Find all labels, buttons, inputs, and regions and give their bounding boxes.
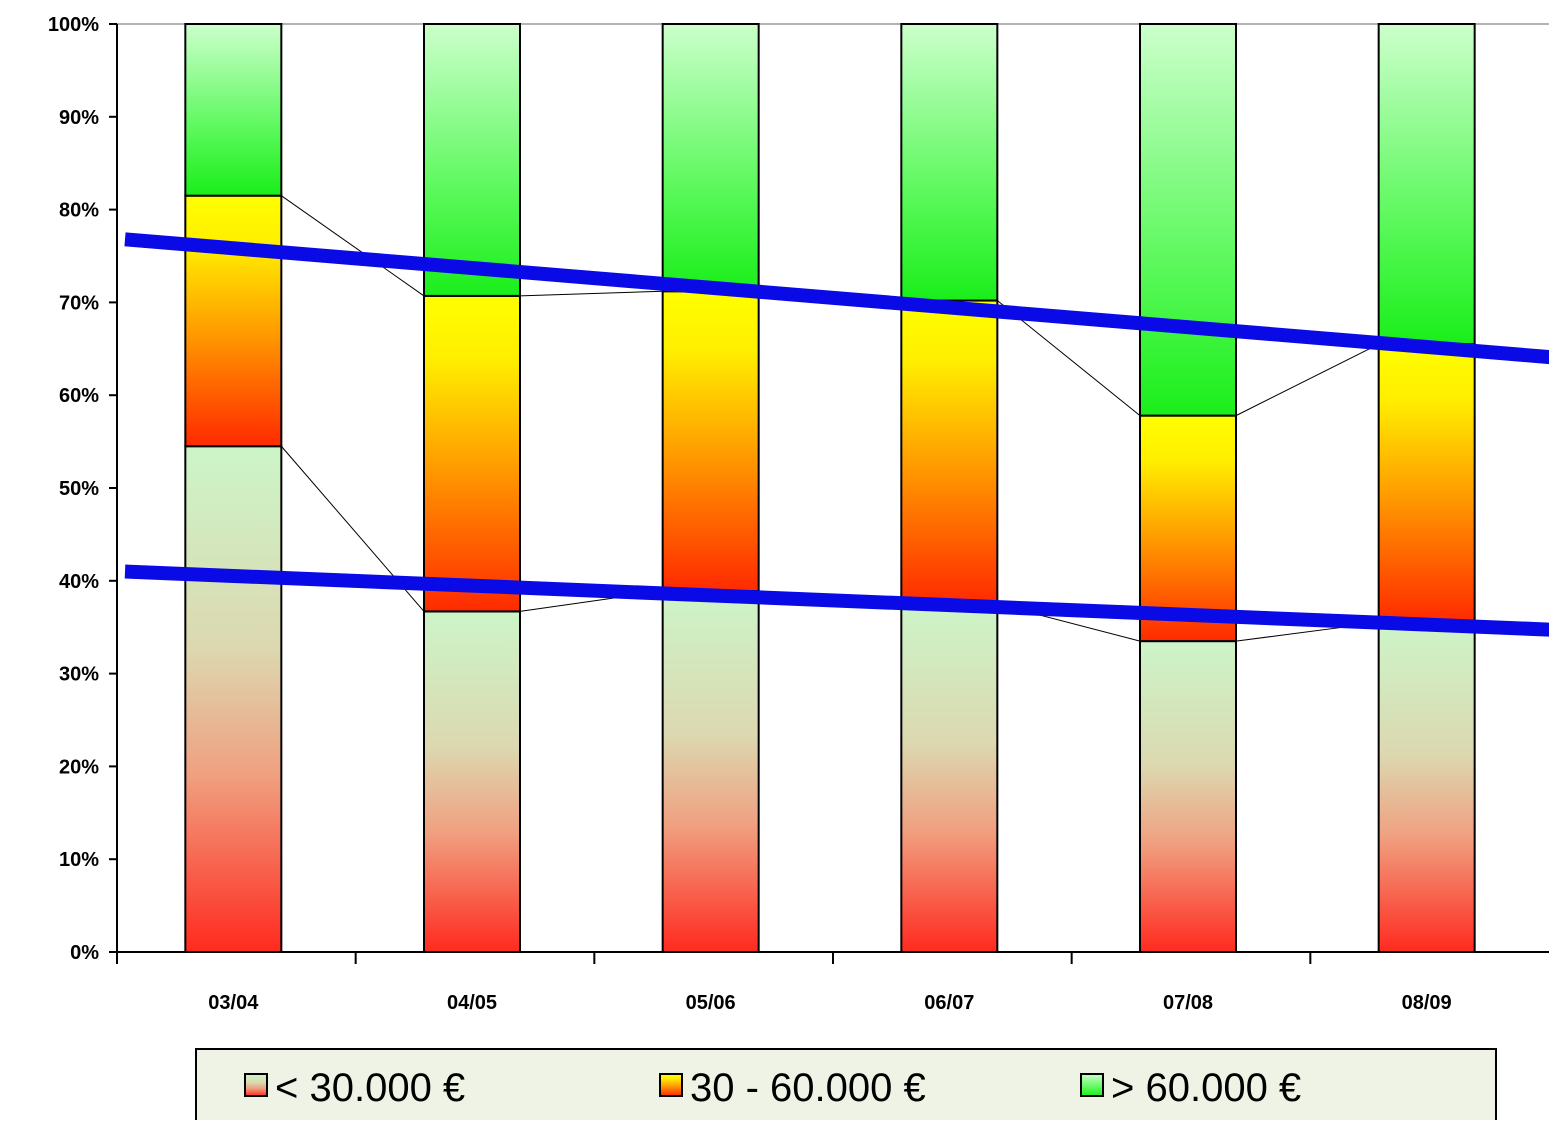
y-tick-label: 90% <box>59 107 99 129</box>
legend-swatch <box>244 1073 268 1097</box>
series-connector-line <box>519 290 663 297</box>
bar-segment <box>1377 23 1476 346</box>
legend-label: 30 - 60.000 € <box>690 1066 926 1110</box>
y-tick-label: 40% <box>59 571 99 593</box>
y-tick-label: 100% <box>48 14 99 36</box>
x-tick-label: 03/04 <box>208 992 259 1014</box>
y-tick-label: 60% <box>59 385 99 407</box>
series-connector-line <box>281 195 425 297</box>
bar-segment <box>184 23 283 197</box>
bar-segment <box>1377 621 1476 953</box>
x-tick-label: 06/07 <box>924 992 974 1014</box>
x-tick-label: 04/05 <box>447 992 497 1014</box>
y-tick-label: 80% <box>59 200 99 222</box>
legend-box <box>195 1048 1497 1125</box>
bar-segment <box>1139 414 1237 643</box>
legend-swatch <box>659 1073 683 1097</box>
legend-swatch <box>1080 1073 1104 1097</box>
bar-segment <box>900 23 999 302</box>
legend-label: < 30.000 € <box>275 1066 465 1110</box>
bar-segment <box>423 294 521 613</box>
bar-segment <box>661 23 760 293</box>
y-tick-label: 10% <box>59 849 99 871</box>
bar-segment <box>661 290 760 593</box>
bar-segment <box>184 194 283 448</box>
axes-layer: 0% 10% 20% 30% 40% 50% 60% 70% 80% 90% 100% 03/04 04… <box>48 14 1549 1014</box>
y-tick-label: 30% <box>59 664 99 686</box>
x-tick-label: 08/09 <box>1402 992 1452 1014</box>
x-tick-label: 07/08 <box>1163 992 1213 1014</box>
legend: < 30.000 € 30 - 60.000 € > 60.000 € <box>195 1048 1497 1125</box>
y-tick-label: 0% <box>70 942 99 964</box>
trend-line <box>124 564 1549 637</box>
bar-segment <box>900 603 999 953</box>
y-tick-label: 70% <box>59 292 99 314</box>
y-tick-label: 50% <box>59 478 99 500</box>
bar-segment <box>1139 640 1237 953</box>
bar-segment <box>423 23 521 297</box>
bar-segment <box>661 590 760 953</box>
bar-segment <box>184 445 283 953</box>
bar-segment <box>900 299 999 605</box>
bar-segment <box>1377 343 1476 624</box>
legend-label: > 60.000 € <box>1111 1066 1301 1110</box>
bar-segment <box>1139 23 1237 417</box>
x-tick-label: 05/06 <box>686 992 736 1014</box>
series-connector-line <box>1235 343 1379 417</box>
bar-segment <box>423 610 521 953</box>
trend-lines-layer <box>124 232 1549 637</box>
y-tick-label: 20% <box>59 756 99 778</box>
bars-layer <box>184 23 1476 953</box>
trend-line <box>124 232 1549 365</box>
